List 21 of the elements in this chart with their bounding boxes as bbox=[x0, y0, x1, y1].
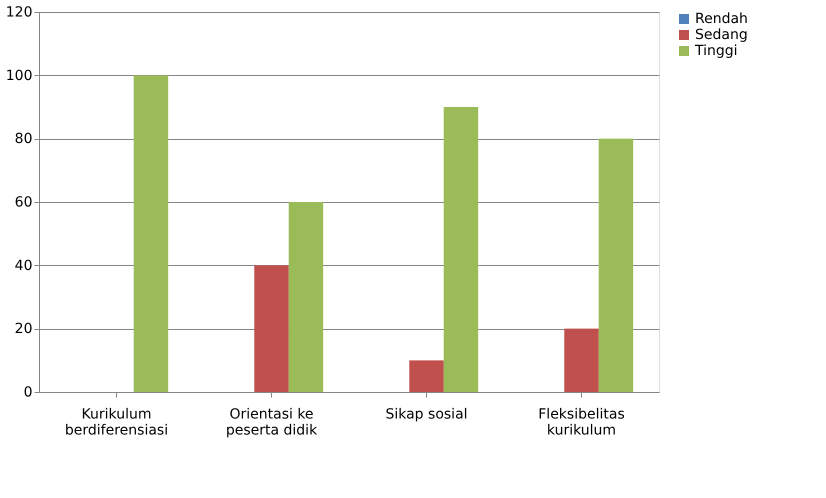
bar bbox=[598, 138, 634, 392]
bar bbox=[288, 202, 324, 392]
bar bbox=[254, 265, 289, 392]
y-tick-label: 20 bbox=[14, 321, 32, 338]
bar bbox=[134, 75, 168, 392]
bar bbox=[564, 328, 599, 392]
x-tick-label: Orientasi ke peserta didik bbox=[226, 406, 318, 438]
y-tick-label: 100 bbox=[6, 68, 32, 84]
y-tick-label: 120 bbox=[6, 4, 32, 20]
legend-label: Sedang bbox=[695, 27, 748, 43]
x-tick-label: Sikap sosial bbox=[385, 406, 468, 422]
bar bbox=[409, 360, 444, 392]
bar bbox=[444, 107, 478, 392]
y-tick-label: 60 bbox=[14, 194, 32, 210]
y-tick-label: 40 bbox=[14, 258, 32, 274]
y-tick-label: 0 bbox=[24, 384, 32, 400]
y-tick-label: 80 bbox=[14, 131, 32, 148]
legend-label: Tinggi bbox=[694, 43, 738, 59]
legend-label: Rendah bbox=[695, 11, 748, 27]
x-tick-label: Kurikulum berdiferensiasi bbox=[64, 406, 168, 438]
x-tick-label: Fleksibelitas kurikulum bbox=[538, 406, 625, 438]
